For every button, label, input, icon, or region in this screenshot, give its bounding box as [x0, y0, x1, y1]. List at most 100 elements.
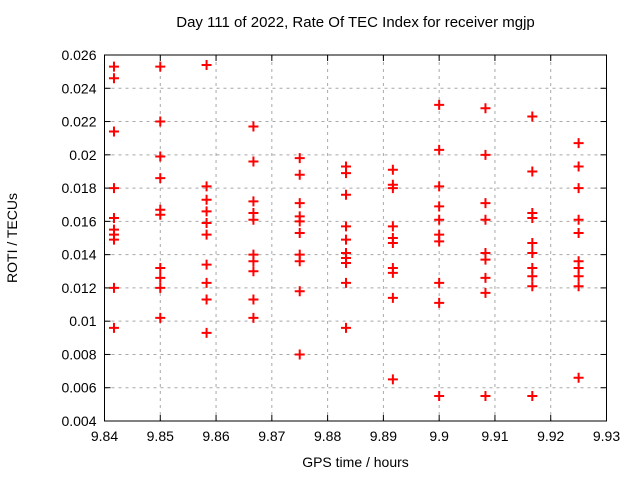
data-point — [294, 198, 305, 209]
x-tick-label: 9.91 — [481, 428, 508, 444]
data-point — [527, 271, 538, 282]
data-point — [341, 234, 352, 245]
data-point — [341, 277, 352, 288]
data-point — [201, 218, 212, 229]
data-point — [434, 391, 445, 402]
data-point — [155, 209, 166, 220]
data-point — [108, 61, 119, 72]
data-point — [201, 259, 212, 270]
data-point — [155, 312, 166, 323]
data-point — [155, 151, 166, 162]
x-tick-label: 9.9 — [429, 428, 449, 444]
data-point — [480, 287, 491, 298]
data-point — [573, 271, 584, 282]
data-point — [155, 61, 166, 72]
y-tick-label: 0.008 — [61, 346, 96, 362]
data-point — [341, 322, 352, 333]
data-point — [341, 257, 352, 268]
data-point — [108, 73, 119, 84]
data-point — [294, 286, 305, 297]
y-tick-label: 0.016 — [61, 213, 96, 229]
data-point — [434, 277, 445, 288]
x-tick-label: 9.84 — [91, 428, 118, 444]
data-point — [341, 221, 352, 232]
data-point — [434, 201, 445, 212]
data-point — [480, 198, 491, 209]
data-point — [527, 247, 538, 258]
data-point — [434, 181, 445, 192]
y-tick-label: 0.022 — [61, 114, 96, 130]
data-point — [155, 272, 166, 283]
y-tick-label: 0.026 — [61, 47, 96, 63]
data-point — [387, 292, 398, 303]
data-point — [201, 206, 212, 217]
data-point — [527, 281, 538, 292]
data-point — [248, 266, 259, 277]
data-point — [434, 214, 445, 225]
y-tick-label: 0.02 — [69, 147, 96, 163]
data-point — [294, 216, 305, 227]
data-point — [108, 213, 119, 224]
data-point — [573, 183, 584, 194]
data-point — [201, 277, 212, 288]
x-axis-title: GPS time / hours — [302, 454, 409, 470]
data-point — [155, 282, 166, 293]
x-tick-label: 9.85 — [147, 428, 174, 444]
data-point — [155, 173, 166, 184]
data-point — [480, 254, 491, 265]
data-point — [480, 103, 491, 114]
data-point — [341, 168, 352, 179]
y-tick-label: 0.006 — [61, 380, 96, 396]
y-tick-label: 0.024 — [61, 80, 96, 96]
data-point — [201, 181, 212, 192]
data-point — [248, 312, 259, 323]
y-tick-label: 0.012 — [61, 280, 96, 296]
data-point — [527, 237, 538, 248]
data-point — [248, 294, 259, 305]
data-point — [108, 183, 119, 194]
data-point — [108, 234, 119, 245]
data-point — [201, 59, 212, 70]
y-tick-label: 0.018 — [61, 180, 96, 196]
data-point — [155, 116, 166, 127]
data-point — [248, 121, 259, 132]
x-tick-label: 9.93 — [593, 428, 620, 444]
data-point — [573, 138, 584, 149]
data-point — [480, 214, 491, 225]
data-point — [294, 169, 305, 180]
data-point — [573, 228, 584, 239]
data-point — [387, 221, 398, 232]
data-point — [527, 111, 538, 122]
data-point — [248, 214, 259, 225]
data-point — [387, 183, 398, 194]
data-point — [201, 229, 212, 240]
data-point — [527, 391, 538, 402]
chart-title: Day 111 of 2022, Rate Of TEC Index for r… — [176, 14, 535, 31]
data-point — [341, 189, 352, 200]
data-point — [108, 322, 119, 333]
x-tick-label: 9.88 — [314, 428, 341, 444]
data-point — [201, 194, 212, 205]
y-tick-label: 0.004 — [61, 413, 96, 429]
data-point — [155, 262, 166, 273]
data-point — [201, 294, 212, 305]
data-point — [294, 153, 305, 164]
data-point — [434, 297, 445, 308]
data-point — [248, 156, 259, 167]
x-tick-label: 9.86 — [202, 428, 229, 444]
data-point — [573, 281, 584, 292]
data-point — [480, 391, 491, 402]
data-point — [294, 256, 305, 267]
y-tick-label: 0.014 — [61, 247, 96, 263]
y-tick-label: 0.01 — [69, 313, 96, 329]
data-point — [527, 166, 538, 177]
data-point — [108, 126, 119, 137]
x-tick-label: 9.87 — [258, 428, 285, 444]
data-point — [387, 164, 398, 175]
data-point — [434, 144, 445, 155]
data-point — [387, 374, 398, 385]
data-point — [248, 256, 259, 267]
data-point — [294, 349, 305, 360]
